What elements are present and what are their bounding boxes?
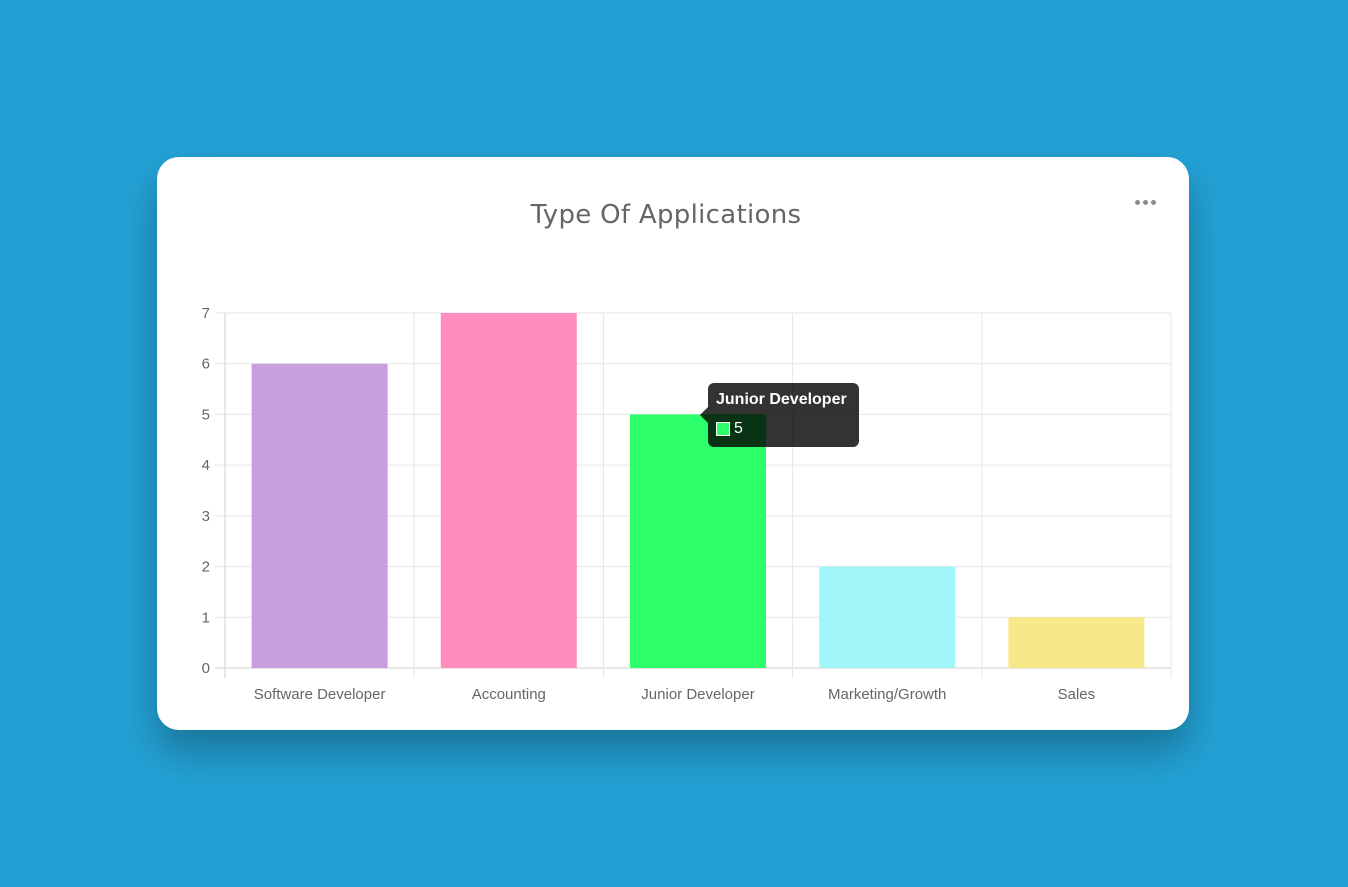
more-horizontal-icon-dot bbox=[1142, 199, 1148, 205]
more-options-button[interactable] bbox=[1131, 191, 1159, 213]
x-tick-label: Accounting bbox=[472, 686, 546, 703]
x-tick-label: Software Developer bbox=[254, 686, 386, 703]
tooltip-row: 5 bbox=[716, 420, 743, 438]
more-horizontal-icon-dot bbox=[1150, 199, 1156, 205]
chart-bars bbox=[251, 313, 1145, 668]
bar[interactable] bbox=[251, 363, 388, 668]
bar-chart: 0 1 2 3 4 5 6 7 Software Developer Accounting Jun… bbox=[202, 305, 1172, 703]
y-tick-label: 5 bbox=[202, 406, 210, 423]
y-tick-label: 4 bbox=[202, 457, 210, 474]
bar-tooltip: Junior Developer 5 bbox=[700, 383, 859, 447]
bar[interactable] bbox=[1008, 617, 1145, 668]
y-axis-ticks: 0 1 2 3 4 5 6 7 bbox=[202, 305, 210, 677]
x-tick-label: Marketing/Growth bbox=[828, 686, 946, 703]
y-tick-label: 1 bbox=[202, 609, 210, 626]
tooltip-value: 5 bbox=[734, 420, 743, 437]
y-tick-label: 6 bbox=[202, 356, 210, 373]
x-tick-label: Junior Developer bbox=[641, 686, 754, 703]
tooltip-title: Junior Developer bbox=[716, 391, 847, 408]
y-tick-label: 7 bbox=[202, 305, 210, 322]
y-tick-label: 2 bbox=[202, 559, 210, 576]
chart-title: Type Of Applications bbox=[530, 200, 802, 230]
bar[interactable] bbox=[819, 566, 956, 668]
chart-card: Type Of Applications 0 1 2 3 4 5 6 7 Software D… bbox=[157, 157, 1189, 730]
tooltip-color-swatch bbox=[716, 422, 730, 436]
y-tick-label: 0 bbox=[202, 660, 210, 677]
y-tick-label: 3 bbox=[202, 508, 210, 525]
x-axis-ticks: Software Developer Accounting Junior Devel… bbox=[254, 686, 1095, 703]
x-tick-label: Sales bbox=[1058, 686, 1096, 703]
bar[interactable] bbox=[440, 313, 577, 668]
more-horizontal-icon bbox=[1134, 199, 1140, 205]
bar[interactable] bbox=[630, 414, 766, 668]
